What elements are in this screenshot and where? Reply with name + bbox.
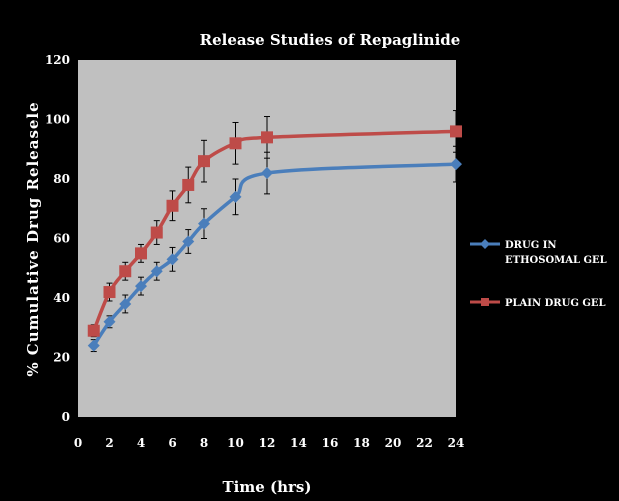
legend-label-line: DRUG IN — [505, 240, 557, 251]
data-point — [229, 137, 242, 150]
x-tick-label: 24 — [448, 436, 465, 450]
y-tick-label: 100 — [45, 113, 70, 127]
legend: DRUG IN ETHOSOMAL GEL PLAIN DRUG GEL — [470, 239, 607, 309]
y-tick-label: 0 — [62, 410, 70, 424]
y-tick-label: 80 — [53, 172, 70, 186]
x-tick-label: 16 — [322, 436, 339, 450]
series-layer — [87, 110, 462, 353]
x-tick-label: 2 — [105, 436, 113, 450]
legend-label-line: ETHOSOMAL GEL — [505, 255, 607, 266]
legend-label: PLAIN DRUG GEL — [505, 298, 606, 309]
y-tick-label: 40 — [53, 291, 70, 305]
data-point — [150, 226, 163, 239]
plot-area — [78, 60, 456, 417]
x-tick-label: 22 — [416, 436, 433, 450]
data-point — [198, 217, 210, 230]
data-point — [450, 125, 462, 138]
legend-item-1: DRUG IN ETHOSOMAL GEL — [470, 239, 607, 266]
data-point — [450, 158, 462, 171]
series-2 — [87, 110, 462, 338]
y-axis-label: % Cumulative Drug Releasele — [24, 101, 42, 376]
data-point — [87, 339, 100, 352]
data-point — [182, 235, 195, 248]
data-point — [119, 297, 132, 310]
legend-marker — [481, 298, 489, 306]
x-tick-label: 14 — [290, 436, 307, 450]
y-tick-label: 20 — [53, 351, 70, 365]
x-tick-label: 12 — [259, 436, 276, 450]
data-point — [166, 199, 179, 212]
series-1 — [87, 145, 462, 353]
data-point — [182, 178, 195, 191]
y-tick-label: 120 — [45, 53, 70, 67]
data-point — [166, 253, 179, 266]
legend-label-line: PLAIN DRUG GEL — [505, 298, 606, 309]
data-point — [103, 286, 116, 299]
y-tick-label: 60 — [53, 232, 70, 246]
legend-label: DRUG IN ETHOSOMAL GEL — [505, 240, 607, 266]
data-point — [87, 324, 100, 337]
x-tick-label: 10 — [227, 436, 244, 450]
x-tick-label: 4 — [137, 436, 145, 450]
legend-marker — [480, 239, 490, 249]
chart-title: Release Studies of Repaglinide — [200, 31, 461, 49]
x-tick-label: 18 — [353, 436, 370, 450]
data-point — [135, 280, 147, 293]
x-tick-label: 20 — [385, 436, 402, 450]
x-axis-label: Time (hrs) — [223, 478, 312, 496]
data-point — [150, 265, 163, 278]
data-point — [119, 265, 132, 278]
x-tick-label: 6 — [168, 436, 176, 450]
data-point — [103, 315, 116, 328]
y-axis-ticks: 0 20 40 60 80 100 120 — [45, 53, 70, 424]
data-point — [229, 190, 242, 203]
data-point — [261, 131, 273, 144]
legend-item-2: PLAIN DRUG GEL — [470, 298, 606, 309]
data-point — [261, 167, 273, 180]
data-point — [135, 247, 147, 260]
data-point — [198, 155, 210, 168]
x-tick-label: 8 — [200, 436, 208, 450]
x-axis-ticks: 0 2 4 6 8 10 12 14 16 18 20 22 24 — [74, 436, 465, 450]
x-tick-label: 0 — [74, 436, 82, 450]
